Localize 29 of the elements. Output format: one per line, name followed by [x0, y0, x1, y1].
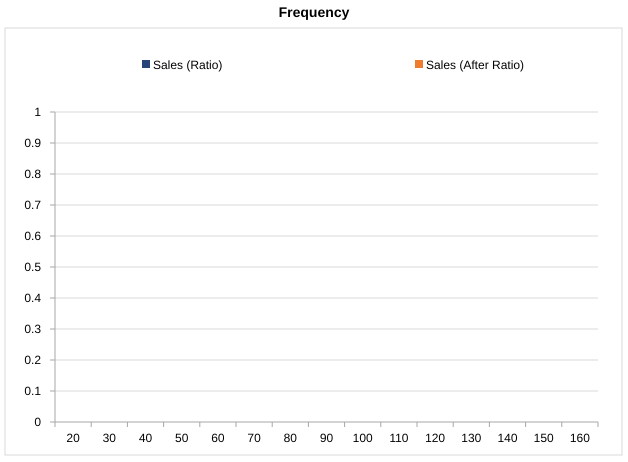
x-tick-label: 130 — [461, 431, 482, 445]
y-tick-label: 0.7 — [24, 198, 42, 212]
x-tick-label: 20 — [66, 431, 80, 445]
x-tick-label: 140 — [497, 431, 518, 445]
y-tick-label: 0.1 — [24, 384, 42, 398]
x-tick-label: 110 — [389, 431, 409, 445]
legend-label: Sales (After Ratio) — [426, 58, 524, 72]
y-tick-label: 0.2 — [24, 353, 42, 368]
x-tick-label: 50 — [175, 431, 189, 445]
y-tick-label: 0.9 — [24, 136, 42, 150]
x-tick-label: 70 — [247, 431, 262, 445]
y-tick-label: 0 — [34, 415, 42, 430]
y-tick-label: 0.3 — [24, 322, 42, 336]
y-tick-label: 0.6 — [24, 229, 42, 244]
x-tick-label: 90 — [320, 431, 334, 445]
x-tick-label: 160 — [570, 431, 590, 445]
y-tick-label: 1 — [34, 105, 42, 120]
x-tick-label: 60 — [211, 431, 225, 445]
x-tick-label: 150 — [534, 431, 554, 445]
chart-title: Frequency — [278, 4, 350, 20]
x-tick-label: 120 — [425, 431, 446, 445]
x-tick-label: 100 — [352, 431, 374, 445]
y-tick-label: 0.5 — [24, 260, 42, 274]
y-tick-label: 0.8 — [24, 167, 42, 182]
x-tick-label: 30 — [102, 431, 116, 445]
y-tick-label: 0.4 — [24, 291, 42, 306]
x-tick-label: 40 — [138, 431, 152, 445]
x-tick-label: 80 — [284, 431, 298, 445]
legend-label: Sales (Ratio) — [153, 58, 222, 72]
